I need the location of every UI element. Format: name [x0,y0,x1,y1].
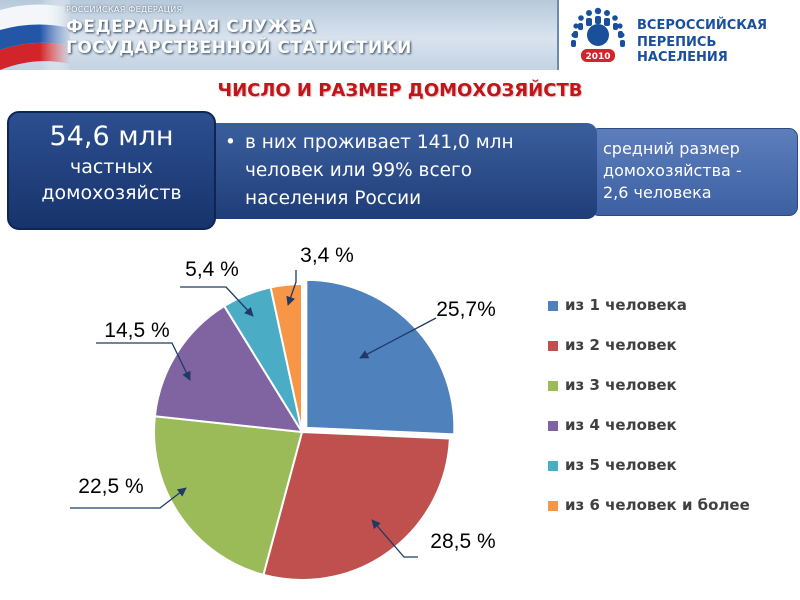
census-year: 2010 [585,52,610,62]
avg-size-line2: домохозяйства - [603,161,742,180]
leader-line-3-person [70,487,187,509]
households-line1: частных [69,156,154,178]
legend-swatch-2-person [548,341,558,351]
legend-swatch-3-person [548,381,558,391]
leader-line-4-person [96,342,191,381]
russian-flag-icon [0,0,70,70]
legend-swatch-1-person [548,301,558,311]
data-label-5-person: 5,4 % [185,258,239,281]
population-line1: в них проживает 141,0 млн [245,132,514,153]
avg-size-box: средний размер домохозяйства - 2,6 челов… [590,128,798,216]
avg-size-line1: средний размер [603,139,740,158]
header-country-text: РОССИЙСКАЯ ФЕДЕРАЦИЯ [66,5,183,14]
population-line3: населения России [245,188,422,209]
legend-item-3-person: из 3 человек [548,376,788,396]
households-line2: домохозяйств [41,182,182,204]
data-label-6-plus-person: 3,4 % [300,244,354,267]
slide-title: ЧИСЛО И РАЗМЕР ДОМОХОЗЯЙСТВ [217,80,583,101]
data-label-2-person: 28,5 % [430,530,495,553]
bullet-marker: • [225,132,236,153]
header-banner: РОССИЙСКАЯ ФЕДЕРАЦИЯ ФЕДЕРАЛЬНАЯ СЛУЖБА … [0,0,557,70]
legend-swatch-5-person [548,461,558,471]
population-line2: человек или 99% всего [245,160,473,181]
legend-item-1-person: из 1 человека [548,296,788,316]
legend-label-4-person: из 4 человек [565,416,677,434]
pie-slice-3-person [153,415,304,577]
legend-label-3-person: из 3 человек [565,376,677,394]
legend-item-6-plus-person: из 6 человек и более [548,496,788,516]
data-label-4-person: 14,5 % [104,319,169,342]
leader-line-5-person [180,286,254,317]
pie-slice-2-person [262,430,451,581]
census-title-line1: ВСЕРОССИЙСКАЯ [637,18,767,33]
legend-item-2-person: из 2 человек [548,336,788,356]
data-label-1-person: 25,7% [436,298,496,321]
legend-label-2-person: из 2 человек [565,336,677,354]
leader-line-1-person [359,317,437,359]
households-number: 54,6 млн [49,121,174,152]
households-box: 54,6 млн частных домохозяйств [7,111,216,230]
leader-line-6-plus-person [286,270,297,306]
legend-label-6-plus-person: из 6 человек и более [565,496,750,514]
census-logo-icon: 2010 [571,7,625,62]
census-banner: 2010 ВСЕРОССИЙСКАЯ ПЕРЕПИСЬ НАСЕЛЕНИЯ [557,0,800,70]
legend-item-5-person: из 5 человек [548,456,788,476]
header-title-line1: ФЕДЕРАЛЬНАЯ СЛУЖБА [66,17,316,37]
pie-slice-6-plus-person [269,282,303,433]
census-title-line2: ПЕРЕПИСЬ НАСЕЛЕНИЯ [637,35,728,65]
legend-item-4-person: из 4 человек [548,416,788,436]
legend-label-5-person: из 5 человек [565,456,677,474]
data-label-3-person: 22,5 % [78,475,143,498]
leader-line-2-person [371,519,418,558]
pie-slice-1-person [305,278,456,436]
legend-label-1-person: из 1 человека [565,296,687,314]
header-title-line2: ГОСУДАРСТВЕННОЙ СТАТИСТИКИ [66,38,412,58]
legend-swatch-6-plus-person [548,501,558,511]
population-box: • в них проживает 141,0 млн человек или … [203,123,597,219]
legend-swatch-4-person [548,421,558,431]
avg-size-line3: 2,6 человека [603,183,712,202]
